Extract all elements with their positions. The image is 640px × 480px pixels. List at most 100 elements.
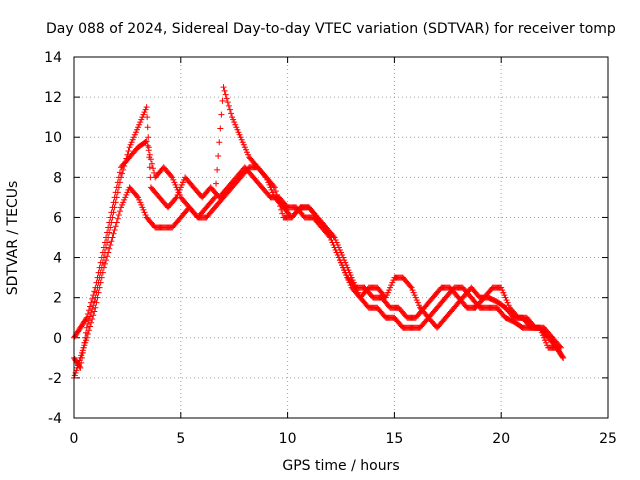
data-point (99, 269, 106, 276)
data-point (536, 324, 543, 331)
data-point (274, 195, 281, 202)
grid-lines (74, 57, 608, 418)
data-point (502, 294, 509, 301)
data-point (106, 219, 113, 226)
x-tick-label: 25 (599, 431, 617, 447)
data-point (71, 372, 78, 379)
data-point (79, 347, 86, 354)
data-point (109, 204, 116, 211)
data-point (560, 354, 567, 361)
data-point (350, 279, 357, 286)
data-point (415, 302, 422, 309)
data-point (89, 315, 96, 322)
data-point (236, 131, 243, 138)
data-point (140, 206, 147, 213)
data-point (410, 289, 417, 296)
x-tick-label: 5 (176, 431, 185, 447)
data-point (114, 215, 121, 222)
data-point (220, 84, 227, 91)
data-point (383, 292, 390, 299)
data-point (172, 181, 179, 188)
data-point (84, 331, 91, 338)
data-point (116, 208, 123, 215)
data-point (127, 141, 134, 148)
data-point (244, 149, 251, 156)
data-point (540, 334, 547, 341)
data-point (213, 180, 220, 187)
data-point (339, 252, 346, 259)
data-point (539, 332, 546, 339)
data-point (538, 329, 545, 336)
data-point (277, 203, 284, 210)
data-point (129, 136, 136, 143)
data-point (85, 327, 92, 334)
data-point (245, 151, 252, 158)
data-point (222, 91, 229, 98)
data-point (217, 125, 224, 132)
data-point (179, 179, 186, 186)
data-point (335, 244, 342, 251)
data-point (389, 279, 396, 286)
data-point (412, 294, 419, 301)
data-point (110, 230, 117, 237)
data-point (504, 299, 511, 306)
data-point (176, 191, 183, 198)
data-point (142, 211, 149, 218)
data-point (382, 294, 389, 301)
data-point (334, 242, 341, 249)
data-point (273, 191, 280, 198)
data-point (237, 134, 244, 141)
data-point (145, 134, 152, 141)
data-point (219, 97, 226, 104)
data-point (229, 114, 236, 121)
data-point (143, 104, 150, 111)
data-point (387, 284, 394, 291)
data-point (505, 302, 512, 309)
data-point (226, 106, 233, 113)
data-point (168, 173, 175, 180)
data-point (104, 229, 111, 236)
data-point (145, 147, 152, 154)
data-point (144, 124, 151, 131)
data-point (225, 102, 232, 109)
data-point (107, 242, 114, 249)
data-point (98, 254, 105, 261)
data-point (88, 299, 95, 306)
data-point (242, 146, 249, 153)
series-trace-c (71, 164, 567, 381)
data-point (342, 259, 349, 266)
data-point (78, 352, 85, 359)
data-point (346, 269, 353, 276)
data-point (134, 126, 141, 133)
data-point (352, 284, 359, 291)
data-point (234, 126, 241, 133)
data-point (341, 257, 348, 264)
y-tick-label: -4 (48, 411, 62, 427)
data-point (77, 354, 84, 361)
data-point (116, 169, 123, 176)
data-point (408, 284, 415, 291)
data-point (409, 287, 416, 294)
data-point (142, 106, 149, 113)
data-point (272, 188, 279, 195)
data-point (211, 194, 218, 201)
data-point (500, 289, 507, 296)
data-point (386, 287, 393, 294)
data-point (351, 282, 358, 289)
data-point (231, 119, 238, 126)
data-point (74, 364, 81, 371)
y-tick-label: 8 (53, 170, 62, 186)
data-point (125, 148, 132, 155)
data-point (218, 111, 225, 118)
data-point (348, 274, 355, 281)
x-tick-label: 0 (70, 431, 79, 447)
data-point (384, 289, 391, 296)
data-point (94, 294, 101, 301)
data-point (112, 189, 119, 196)
data-point (413, 297, 420, 304)
data-point (130, 134, 137, 141)
data-point (268, 186, 275, 193)
data-point (128, 139, 135, 146)
data-point (216, 139, 223, 146)
data-point (414, 299, 421, 306)
